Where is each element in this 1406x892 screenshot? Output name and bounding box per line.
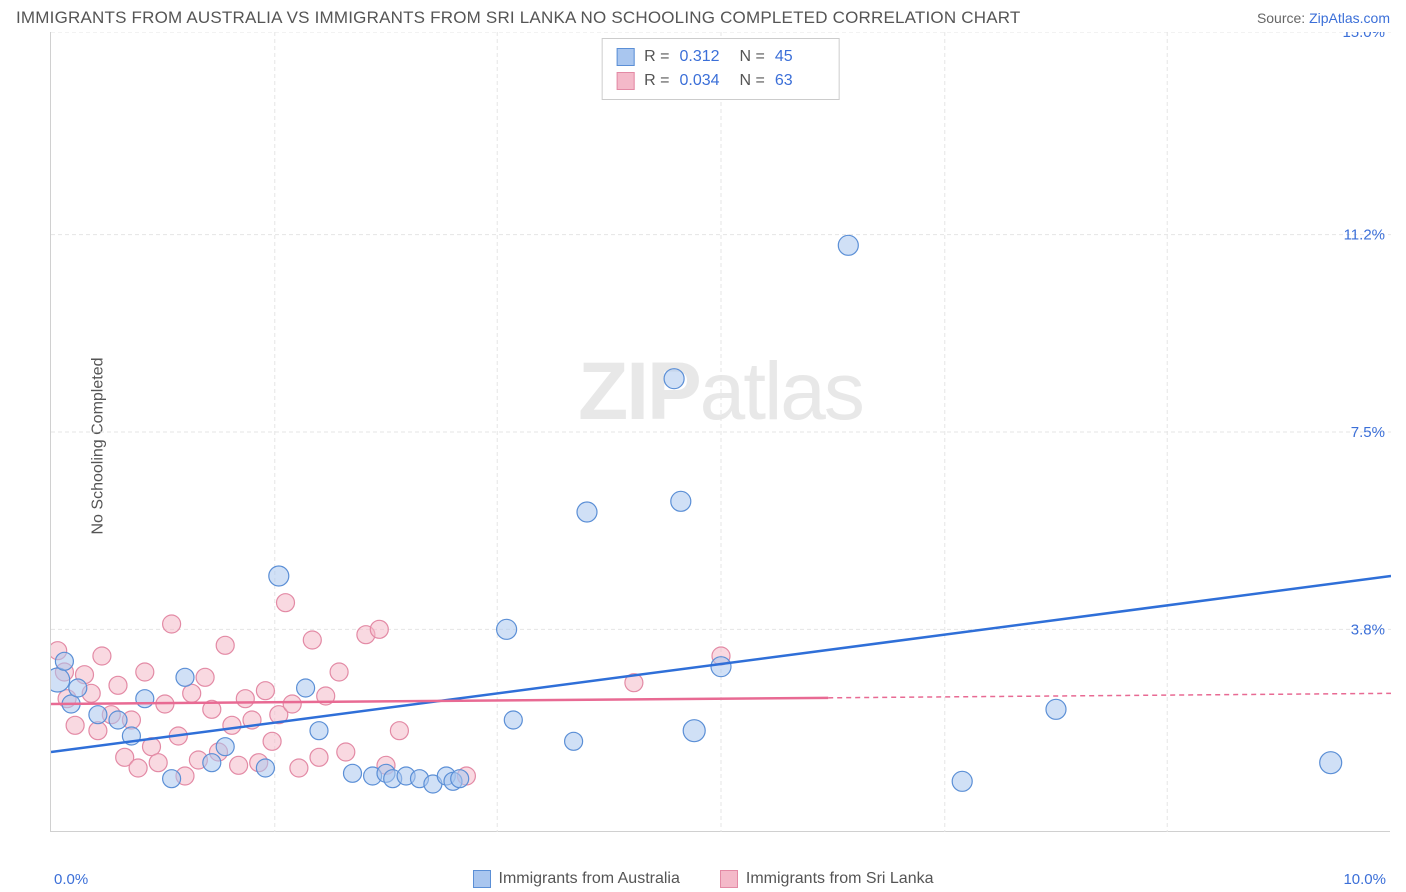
y-tick-label: 3.8% [1351,621,1385,638]
bottom-legend-item: Immigrants from Sri Lanka [720,870,934,888]
y-tick-label: 15.0% [1342,32,1385,41]
scatter-point-srilanka [310,748,328,766]
scatter-point-australia [683,720,705,742]
n-value: 45 [775,45,825,69]
scatter-point-australia [310,722,328,740]
legend-label: Immigrants from Sri Lanka [746,870,934,888]
scatter-point-srilanka [337,743,355,761]
bottom-legend-item: Immigrants from Australia [473,870,680,888]
scatter-point-australia [297,679,315,697]
scatter-svg: 3.8% 7.5% 11.2% 15.0% [51,32,1391,832]
scatter-point-australia [1046,699,1066,719]
legend-swatch [616,48,634,66]
scatter-point-australia [711,657,731,677]
chart-header: IMMIGRANTS FROM AUSTRALIA VS IMMIGRANTS … [0,0,1406,32]
scatter-point-australia [451,770,469,788]
scatter-point-srilanka [303,631,321,649]
y-tick-label: 7.5% [1351,424,1385,441]
scatter-point-australia [577,502,597,522]
scatter-point-australia [69,679,87,697]
scatter-point-srilanka [223,716,241,734]
legend-label: Immigrants from Australia [499,870,680,888]
scatter-point-srilanka [290,759,308,777]
scatter-point-australia [838,235,858,255]
n-label: N = [740,45,765,69]
scatter-point-australia [109,711,127,729]
scatter-point-srilanka [163,615,181,633]
legend-row-srilanka: R = 0.034 N = 63 [616,69,825,93]
r-value: 0.312 [680,45,730,69]
scatter-point-srilanka [370,620,388,638]
scatter-point-srilanka [196,668,214,686]
correlation-legend: R = 0.312 N = 45 R = 0.034 N = 63 [601,38,840,100]
scatter-point-srilanka [93,647,111,665]
scatter-point-australia [51,668,70,692]
scatter-point-australia [952,771,972,791]
scatter-point-srilanka [183,684,201,702]
scatter-point-australia [565,732,583,750]
scatter-point-australia [1320,752,1342,774]
legend-row-australia: R = 0.312 N = 45 [616,45,825,69]
scatter-point-australia [664,369,684,389]
n-label: N = [740,69,765,93]
r-value: 0.034 [680,69,730,93]
r-label: R = [644,45,669,69]
scatter-point-srilanka [129,759,147,777]
scatter-point-australia [203,754,221,772]
r-label: R = [644,69,669,93]
scatter-point-australia [497,619,517,639]
scatter-point-srilanka [230,756,248,774]
scatter-point-srilanka [89,722,107,740]
legend-swatch [720,870,738,888]
scatter-point-srilanka [136,663,154,681]
scatter-point-srilanka [109,676,127,694]
series-legend: Immigrants from Australia Immigrants from… [0,870,1406,888]
chart-area: ZIPatlas R =0.312N =45R =0.034N =63 3.8%… [50,32,1390,832]
scatter-point-australia [216,738,234,756]
scatter-point-srilanka [390,722,408,740]
legend-swatch [616,72,634,90]
scatter-point-australia [269,566,289,586]
scatter-point-australia [504,711,522,729]
scatter-point-srilanka [216,636,234,654]
scatter-point-australia [55,652,73,670]
source-prefix: Source: [1257,10,1309,26]
scatter-point-australia [176,668,194,686]
scatter-point-srilanka [236,690,254,708]
y-tick-label: 11.2% [1344,227,1385,244]
source-label: Source: ZipAtlas.com [1257,10,1390,26]
scatter-point-srilanka [149,754,167,772]
chart-title: IMMIGRANTS FROM AUSTRALIA VS IMMIGRANTS … [16,8,1021,28]
source-link[interactable]: ZipAtlas.com [1309,10,1390,26]
scatter-point-srilanka [277,594,295,612]
scatter-point-australia [671,491,691,511]
scatter-point-australia [344,764,362,782]
trend-line-extrap-srilanka [828,693,1391,697]
scatter-point-srilanka [283,695,301,713]
n-value: 63 [775,69,825,93]
legend-swatch [473,870,491,888]
scatter-point-australia [256,759,274,777]
scatter-point-srilanka [330,663,348,681]
scatter-point-srilanka [66,716,84,734]
scatter-point-australia [163,770,181,788]
scatter-point-srilanka [256,682,274,700]
scatter-point-australia [136,690,154,708]
scatter-point-srilanka [263,732,281,750]
scatter-point-australia [89,706,107,724]
